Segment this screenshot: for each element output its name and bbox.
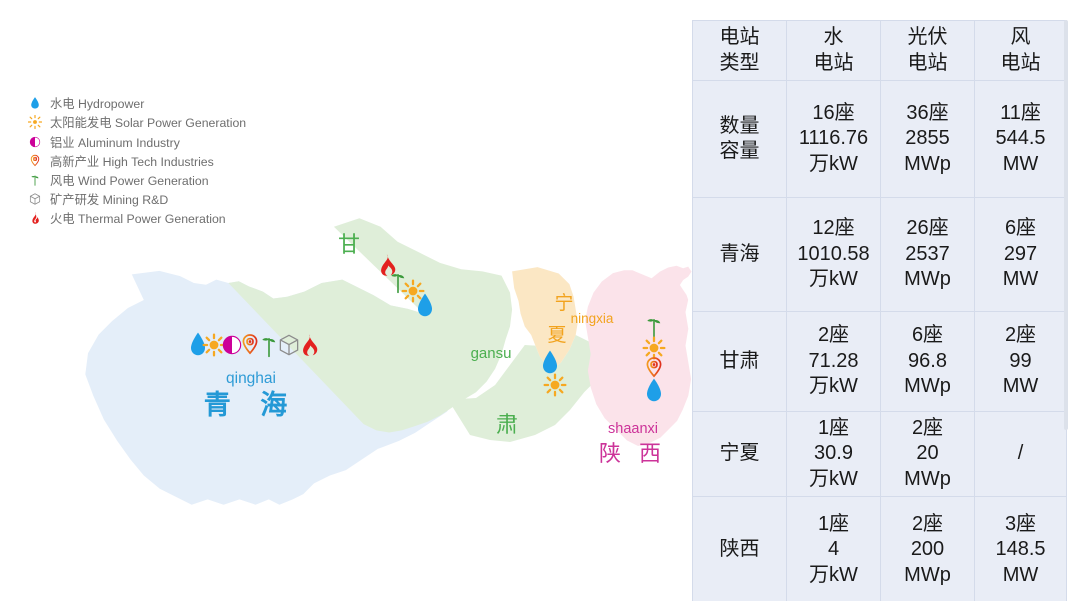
svg-text:甘: 甘	[338, 232, 360, 257]
svg-text:陕 西: 陕 西	[599, 441, 667, 466]
svg-text:gansu: gansu	[471, 345, 512, 362]
svg-text:青 海: 青 海	[204, 390, 299, 420]
svg-text:shaanxi: shaanxi	[608, 421, 658, 437]
svg-text:夏: 夏	[547, 325, 566, 346]
svg-text:ningxia: ningxia	[571, 311, 614, 326]
svg-text:肃: 肃	[496, 412, 518, 437]
svg-text:qinghai: qinghai	[226, 370, 276, 387]
